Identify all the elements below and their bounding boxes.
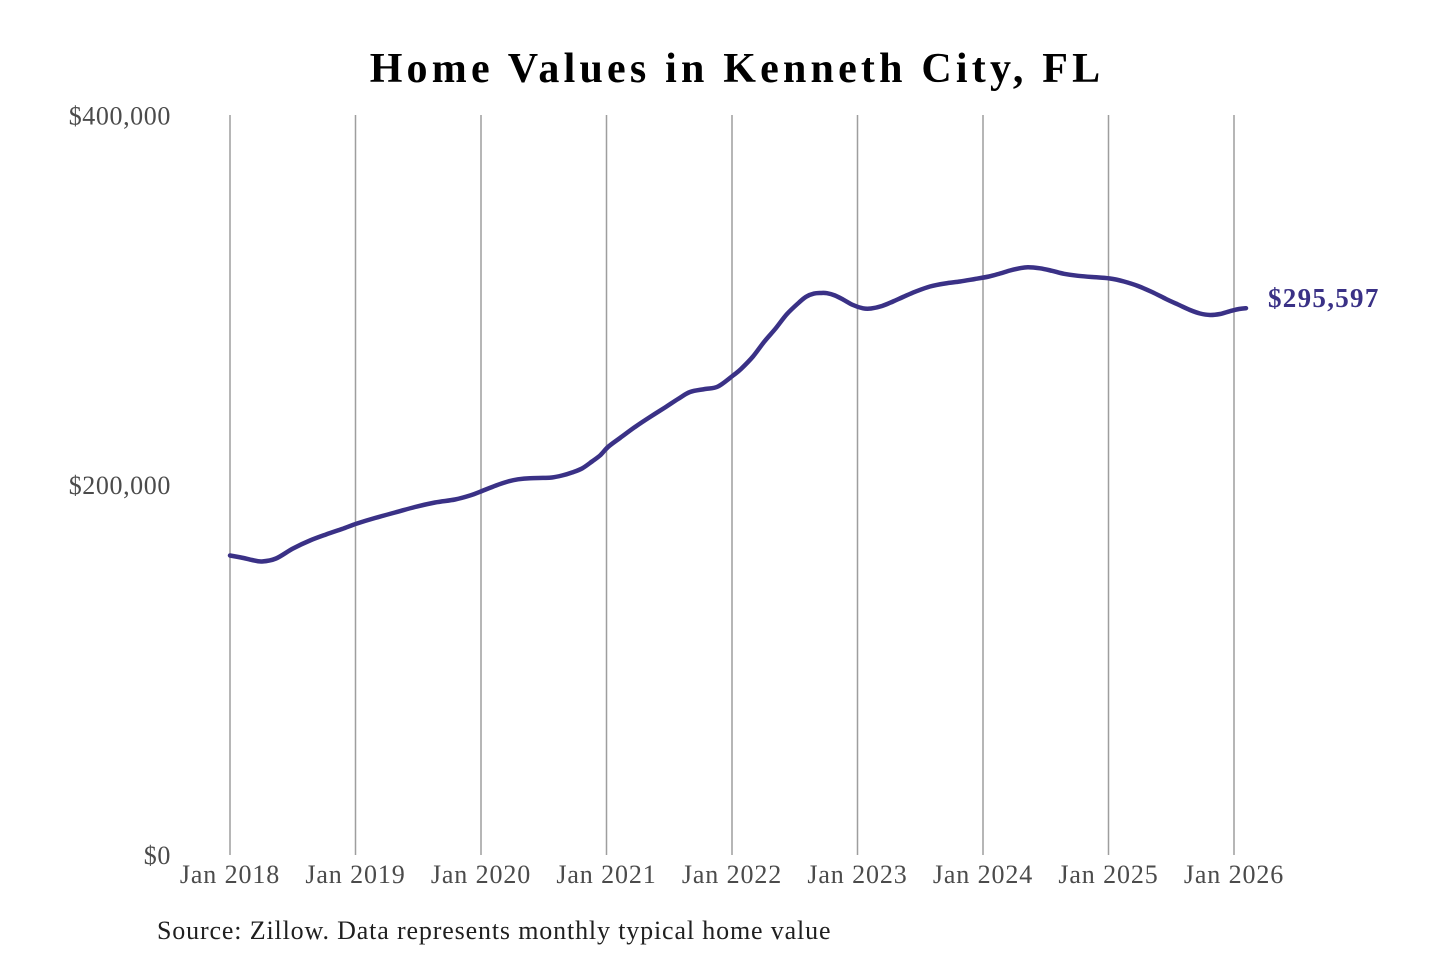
svg-text:$0: $0 [144, 841, 171, 870]
svg-text:Jan 2018: Jan 2018 [180, 860, 280, 889]
svg-text:Jan 2024: Jan 2024 [933, 860, 1033, 889]
svg-text:$295,597: $295,597 [1268, 283, 1380, 313]
svg-text:Jan 2022: Jan 2022 [682, 860, 782, 889]
svg-text:Jan 2023: Jan 2023 [807, 860, 907, 889]
svg-text:Source: Zillow. Data represent: Source: Zillow. Data represents monthly … [157, 916, 831, 945]
svg-text:$400,000: $400,000 [69, 102, 171, 131]
svg-text:Jan 2026: Jan 2026 [1184, 860, 1284, 889]
svg-text:$200,000: $200,000 [69, 471, 171, 500]
svg-text:Jan 2019: Jan 2019 [305, 860, 405, 889]
svg-text:Jan 2021: Jan 2021 [556, 860, 656, 889]
svg-text:Jan 2025: Jan 2025 [1058, 860, 1158, 889]
svg-text:Home Values in Kenneth City, F: Home Values in Kenneth City, FL [370, 46, 1105, 92]
svg-text:Jan 2020: Jan 2020 [431, 860, 531, 889]
